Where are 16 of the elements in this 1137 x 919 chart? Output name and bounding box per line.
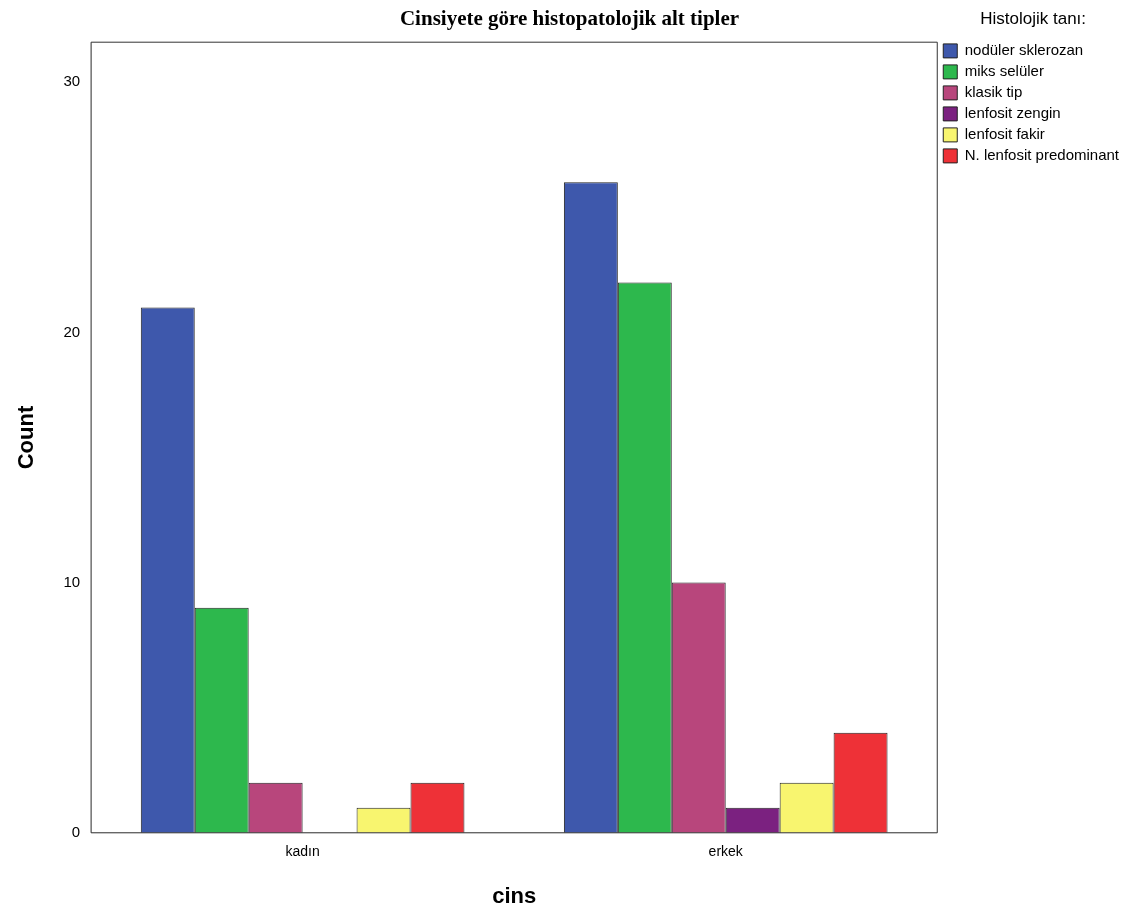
legend-label: nodüler sklerozan (964, 41, 1084, 59)
legend-label: lenfosit fakir (964, 125, 1045, 143)
x-tick-label: kadın (285, 843, 320, 860)
legend-label: klasik tip (964, 83, 1023, 101)
y-tick-label: 0 (71, 822, 81, 840)
legend-label: lenfosit zengin (964, 104, 1061, 122)
legend-label: N. lenfosit predominant (964, 146, 1120, 164)
x-tick-label: erkek (708, 843, 744, 860)
y-axis-title: Count (13, 405, 39, 470)
legend-label: miks selüler (964, 62, 1044, 80)
y-tick-label: 10 (63, 572, 81, 590)
x-axis-title: cins (492, 882, 537, 908)
chart-title: Cinsiyete göre histopatolojik alt tipler (399, 6, 740, 31)
y-tick-label: 30 (63, 72, 81, 90)
legend-title: Histolojik tanı: (980, 9, 1087, 29)
y-tick-label: 20 (63, 322, 81, 340)
